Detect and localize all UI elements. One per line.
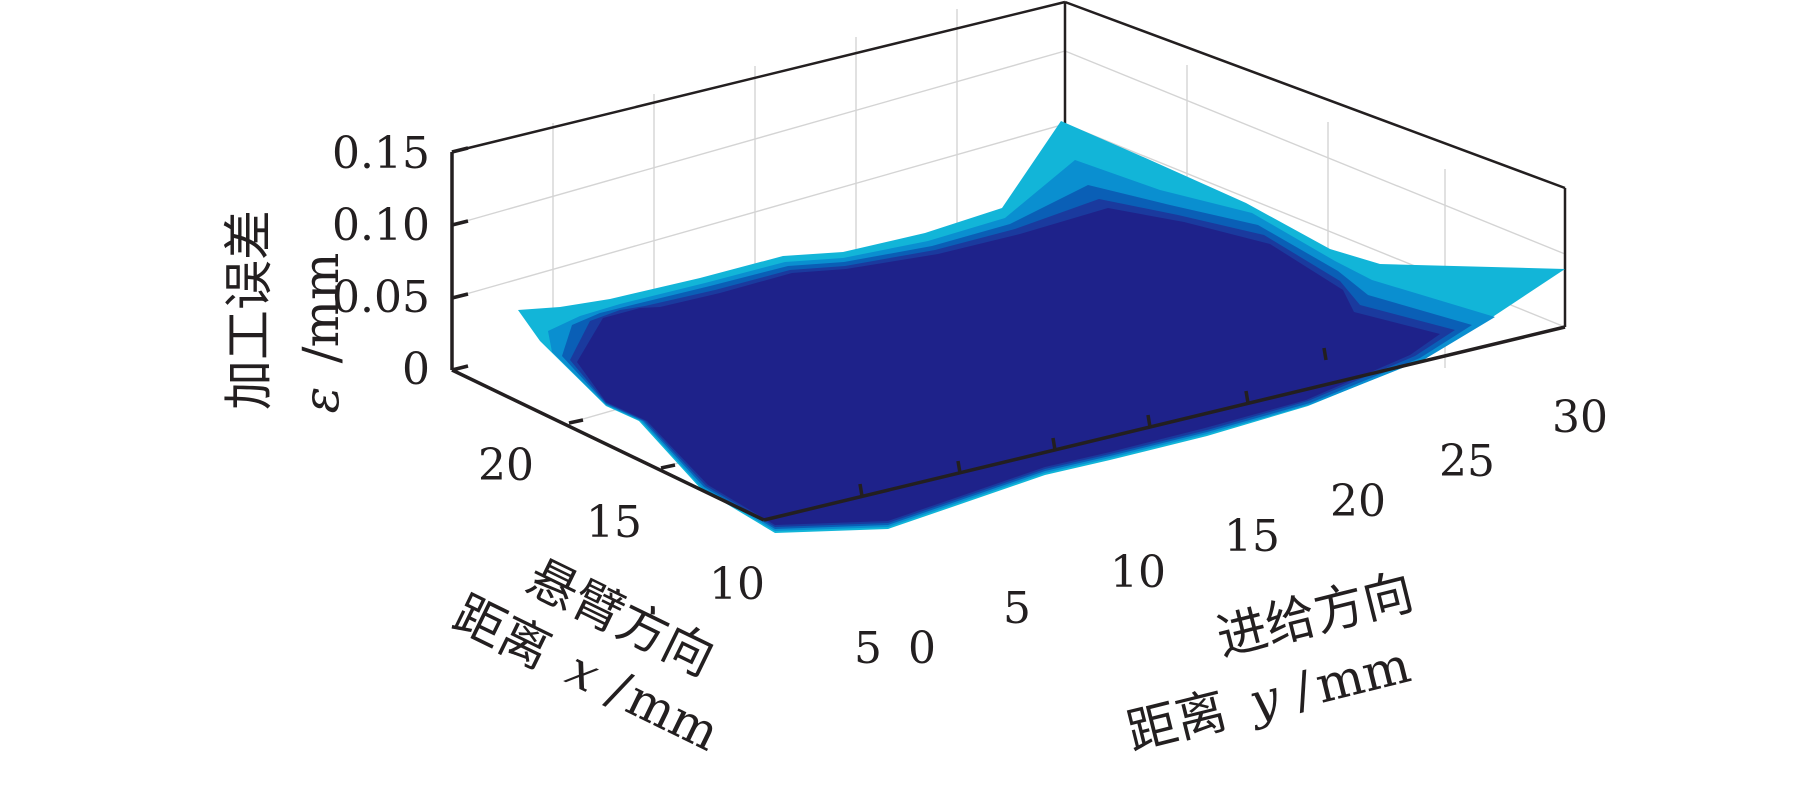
y-tick-labels: 0 5 10 15 20 25 30 [908, 392, 1608, 674]
x-axis [451, 368, 765, 522]
ticks [451, 146, 1328, 497]
surface [518, 121, 1565, 533]
y-tick-label: 10 [1110, 547, 1166, 598]
y-tick-label: 25 [1439, 436, 1495, 487]
grid-line [451, 123, 1066, 299]
y-tick-label: 30 [1552, 392, 1608, 443]
z-axis-label: 加工误差 ε / mm [220, 210, 350, 413]
y-tick-mark [1051, 437, 1057, 451]
x-tick-label: 20 [478, 440, 534, 491]
y-tick-label: 15 [1224, 511, 1280, 562]
x-tick-label: 5 [854, 623, 882, 674]
x-tick-labels: 5 10 15 20 [478, 440, 882, 674]
x-tick-label: 10 [709, 559, 765, 610]
z-tick-label: 0.10 [332, 200, 430, 251]
z-tick-label: 0 [402, 344, 430, 395]
z-tick-labels: 0 0.05 0.10 0.15 [332, 128, 430, 395]
z-tick-mark [451, 364, 469, 372]
y-tick-label: 0 [908, 623, 936, 674]
axes-box [451, 0, 1567, 327]
z-axis-title: 加工误差 [220, 210, 278, 410]
y-tick-mark [1244, 390, 1250, 404]
x-axis-unit: mm [618, 669, 729, 763]
y-axis-unit: mm [1310, 636, 1416, 715]
z-axis-unit: mm [292, 253, 350, 348]
box-edge [1064, 0, 1566, 190]
z-tick-mark [451, 292, 469, 300]
y-axis-subtitle: 距离 [1121, 681, 1232, 761]
x-tick-mark [660, 463, 676, 470]
z-tick-mark [451, 219, 469, 227]
y-tick-mark [1322, 347, 1328, 361]
x-tick-label: 15 [586, 497, 642, 548]
surface-core [577, 208, 1440, 525]
z-axis-symbol: ε [292, 387, 350, 414]
z-axis-slash: / [292, 346, 350, 363]
y-tick-mark [858, 483, 864, 497]
box-edge [451, 0, 1066, 154]
grid-line [1064, 50, 1566, 255]
y-axis-symbol: y [1241, 668, 1285, 732]
y-tick-mark [1146, 414, 1152, 428]
z-tick-mark [451, 146, 469, 154]
y-tick-label: 20 [1330, 476, 1386, 527]
front-axes [450, 152, 1566, 522]
y-tick-mark [956, 460, 962, 474]
grid-line [451, 50, 1066, 226]
z-tick-label: 0.15 [332, 128, 430, 179]
y-axis [763, 325, 1566, 522]
x-tick-mark [568, 418, 584, 425]
z-tick-label: 0.05 [332, 272, 430, 323]
y-tick-label: 5 [1003, 583, 1031, 634]
x-axis-symbol: x [558, 640, 609, 704]
